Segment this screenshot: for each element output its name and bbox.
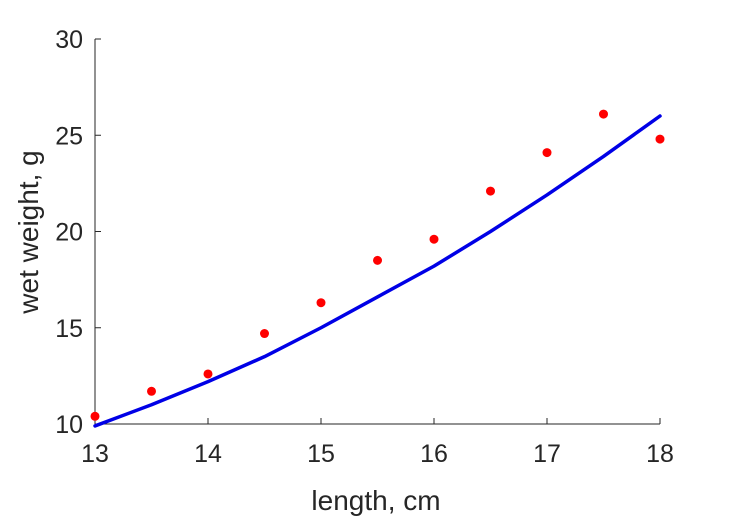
y-ticks: 10 15 20 25 30 <box>55 26 101 439</box>
data-point <box>373 255 382 265</box>
y-tick-label: 20 <box>55 219 83 247</box>
x-tick-label: 13 <box>81 440 109 468</box>
data-point <box>429 234 439 244</box>
axes <box>94 39 660 425</box>
fit-line <box>93 114 662 428</box>
x-axis-label: length, cm <box>311 485 440 516</box>
x-ticks: 13 14 15 16 17 18 <box>81 418 674 468</box>
x-tick-label: 16 <box>420 440 448 468</box>
data-point <box>316 298 326 308</box>
data-point <box>260 329 269 339</box>
x-tick-label: 14 <box>194 440 222 468</box>
x-tick-label: 17 <box>533 440 561 468</box>
data-point <box>655 134 665 144</box>
series <box>90 109 665 428</box>
y-tick-label: 15 <box>55 315 83 343</box>
data-point <box>147 386 156 396</box>
x-tick-label: 15 <box>307 440 335 468</box>
data-point <box>203 369 213 379</box>
y-axis-label: wet weight, g <box>13 150 44 314</box>
data-point <box>486 186 495 196</box>
data-point <box>599 109 608 119</box>
data-point <box>90 411 100 421</box>
y-tick-label: 10 <box>55 411 83 439</box>
y-tick-label: 30 <box>55 26 83 54</box>
data-point <box>542 148 552 158</box>
y-tick-label: 25 <box>55 122 83 150</box>
x-tick-label: 18 <box>646 440 674 468</box>
